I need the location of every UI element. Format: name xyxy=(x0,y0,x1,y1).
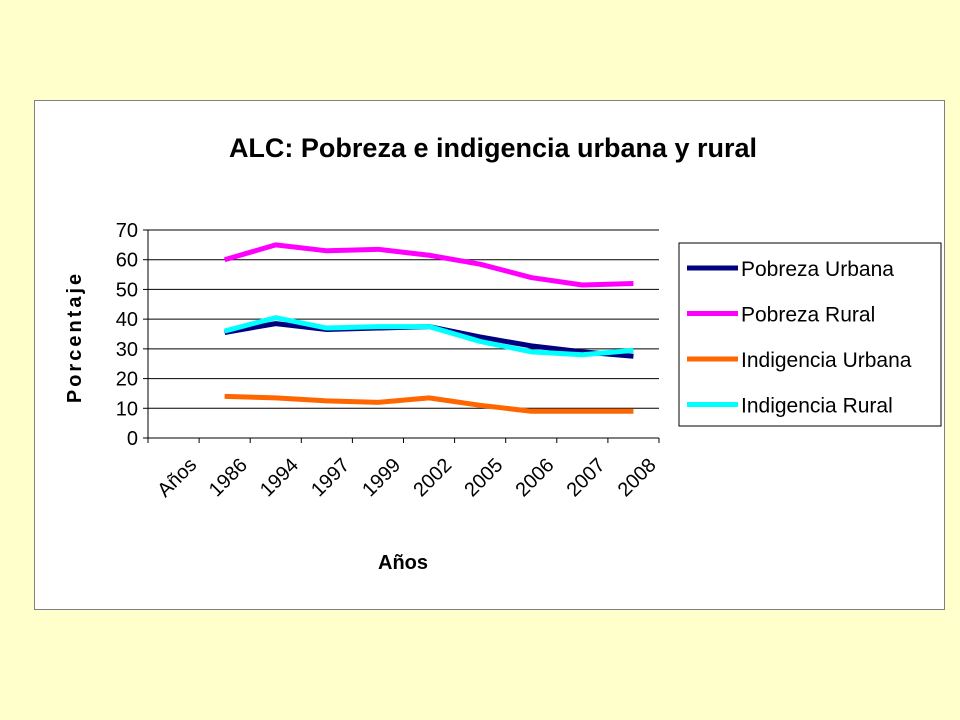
legend-label: Indigencia Rural xyxy=(741,395,893,418)
y-tick-label: 30 xyxy=(116,339,138,361)
chart-title: ALC: Pobreza e indigencia urbana y rural xyxy=(229,133,757,163)
y-tick-label: 70 xyxy=(116,220,138,242)
chart-svg: ALC: Pobreza e indigencia urbana y rural… xyxy=(64,133,942,574)
y-tick-label: 20 xyxy=(116,369,138,391)
y-axis-title: Porcentaje xyxy=(64,271,86,403)
y-tick-label: 10 xyxy=(116,398,138,420)
y-tick-label: 60 xyxy=(116,250,138,272)
x-tick-label: 2007 xyxy=(563,454,610,501)
legend-box xyxy=(678,242,942,427)
x-tick-label: 2002 xyxy=(409,454,456,501)
series-layer xyxy=(223,242,634,414)
x-tick-label: 2008 xyxy=(614,454,661,501)
series-line xyxy=(224,393,634,414)
y-tick-label: 50 xyxy=(116,279,138,301)
x-tick-label: Años xyxy=(153,454,201,502)
x-tick-label: 1997 xyxy=(307,454,354,501)
x-tick-label: 2005 xyxy=(460,454,507,501)
x-axis-title: Años xyxy=(378,552,428,574)
y-tick-label: 40 xyxy=(116,309,138,331)
grid-layer xyxy=(148,229,659,409)
series-line xyxy=(224,315,634,358)
y-tick-label: 0 xyxy=(127,428,138,450)
x-tick-label: 2006 xyxy=(511,454,558,501)
series-line xyxy=(223,242,634,288)
chart-frame: ALC: Pobreza e indigencia urbana y rural… xyxy=(34,100,945,610)
x-tick-label: 1994 xyxy=(256,454,303,501)
legend-label: Pobreza Rural xyxy=(741,304,875,327)
legend: Pobreza Urbana Pobreza Rural Indigencia Ur… xyxy=(678,242,942,427)
legend-label: Indigencia Urbana xyxy=(741,349,912,372)
x-tick-label: 1986 xyxy=(205,454,252,501)
legend-label: Pobreza Urbana xyxy=(741,258,894,281)
x-tick-label: 1999 xyxy=(358,454,405,501)
